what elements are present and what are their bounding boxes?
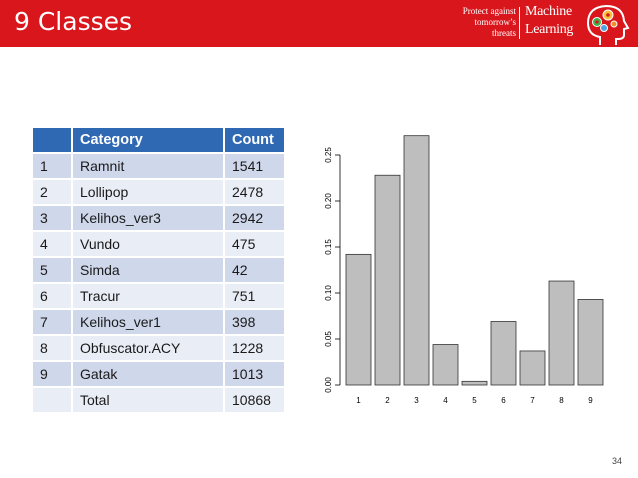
cell-count: 2478	[224, 179, 286, 206]
y-tick-label: 0.00	[324, 377, 333, 393]
brand-name-line-1: Machine	[525, 4, 572, 19]
cell-index: 3	[33, 205, 73, 232]
brand-divider	[519, 7, 520, 39]
y-tick-label: 0.10	[324, 285, 333, 301]
cell-category: Kelihos_ver1	[72, 309, 225, 336]
y-tick-label: 0.20	[324, 193, 333, 209]
y-tick-label: 0.25	[324, 147, 333, 163]
cell-index: 8	[33, 335, 73, 362]
cell-count: 10868	[224, 387, 286, 414]
gear-head-icon	[586, 4, 630, 45]
table-row: 7 Kelihos_ver1 398	[33, 309, 286, 336]
table-header-row: Category Count	[33, 128, 286, 154]
bar	[403, 135, 430, 386]
cell-count: 1013	[224, 361, 286, 388]
table-row: Total 10868	[33, 387, 286, 414]
slide-title: 9 Classes	[14, 7, 133, 36]
bar	[432, 344, 459, 386]
bar	[519, 350, 546, 386]
header-category: Category	[72, 128, 225, 154]
cell-index: 7	[33, 309, 73, 336]
x-tick-label: 2	[385, 396, 390, 405]
bar	[345, 253, 372, 386]
bar	[374, 174, 401, 386]
y-tick-label: 0.05	[324, 331, 333, 347]
table-row: 4 Vundo 475	[33, 231, 286, 258]
x-tick-label: 9	[588, 396, 593, 405]
cell-index: 9	[33, 361, 73, 388]
cell-index: 4	[33, 231, 73, 258]
cell-count: 475	[224, 231, 286, 258]
cell-category: Lollipop	[72, 179, 225, 206]
cell-category: Simda	[72, 257, 225, 284]
table-row: 6 Tracur 751	[33, 283, 286, 310]
brand-tagline-line-1: Protect against	[462, 6, 516, 16]
cell-category: Tracur	[72, 283, 225, 310]
brand-tagline: Protect against tomorrow’s threats	[416, 6, 516, 39]
bar	[490, 321, 517, 386]
cell-category: Gatak	[72, 361, 225, 388]
brand-name: Machine Learning	[525, 3, 573, 39]
slide-header-bar: 9 Classes Protect against tomorrow’s thr…	[0, 0, 638, 47]
cell-count: 1541	[224, 153, 286, 180]
x-tick-label: 7	[530, 396, 535, 405]
x-tick-label: 4	[443, 396, 448, 405]
table-row: 5 Simda 42	[33, 257, 286, 284]
brand-name-line-2: Learning	[525, 22, 574, 37]
table-body: 1 Ramnit 1541 2 Lollipop 2478 3 Kelihos_ver3 294…	[33, 153, 286, 414]
table-row: 2 Lollipop 2478	[33, 179, 286, 206]
x-tick-label: 5	[472, 396, 477, 405]
brand-tagline-line-2: tomorrow’s	[474, 17, 517, 27]
cell-count: 398	[224, 309, 286, 336]
cell-count: 751	[224, 283, 286, 310]
cell-count: 42	[224, 257, 286, 284]
bar	[548, 280, 575, 386]
cell-category: Obfuscator.ACY	[72, 335, 225, 362]
table-row: 3 Kelihos_ver3 2942	[33, 205, 286, 232]
bar	[577, 299, 604, 386]
header-index	[33, 128, 73, 154]
page-number: 34	[612, 456, 623, 466]
brand-tagline-line-3: threats	[492, 28, 516, 38]
class-count-table: Category Count 1 Ramnit 1541 2 Lollipop 2478 3…	[33, 128, 286, 414]
cell-category: Vundo	[72, 231, 225, 258]
cell-index	[33, 387, 73, 414]
x-tick-label: 8	[559, 396, 564, 405]
cell-category: Kelihos_ver3	[72, 205, 225, 232]
cell-index: 1	[33, 153, 73, 180]
header-count: Count	[224, 128, 286, 154]
x-tick-label: 1	[356, 396, 361, 405]
cell-index: 6	[33, 283, 73, 310]
cell-index: 5	[33, 257, 73, 284]
cell-count: 1228	[224, 335, 286, 362]
table-row: 8 Obfuscator.ACY 1228	[33, 335, 286, 362]
bar	[461, 380, 488, 386]
table-row: 9 Gatak 1013	[33, 361, 286, 388]
x-tick-label: 6	[501, 396, 506, 405]
cell-index: 2	[33, 179, 73, 206]
class-distribution-bar-chart: 0.00 0.05 0.10 0.15 0.20 0.25 1 2 3 4 5 6 7 8 9	[324, 135, 604, 405]
cell-category: Ramnit	[72, 153, 225, 180]
cell-count: 2942	[224, 205, 286, 232]
x-tick-label: 3	[414, 396, 419, 405]
y-tick-label: 0.15	[324, 239, 333, 255]
cell-category: Total	[72, 387, 225, 414]
table-row: 1 Ramnit 1541	[33, 153, 286, 180]
